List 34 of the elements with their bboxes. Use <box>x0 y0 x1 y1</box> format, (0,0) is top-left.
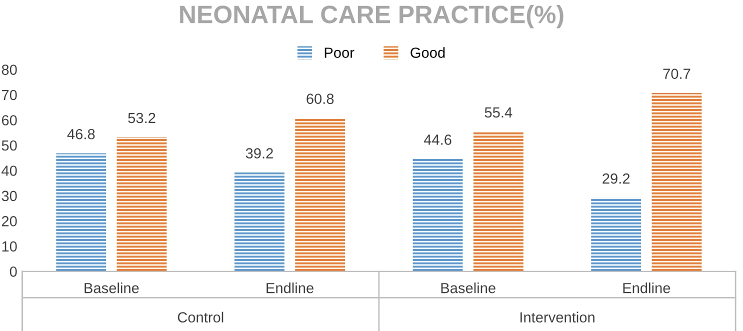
y-tick-label: 80 <box>2 64 17 75</box>
x-tick-label: Baseline <box>441 282 496 294</box>
bar <box>652 92 702 272</box>
bar <box>591 198 642 272</box>
data-label: 70.7 <box>663 68 690 79</box>
data-label: 44.6 <box>424 134 452 145</box>
bar <box>234 172 284 272</box>
bar <box>295 118 346 272</box>
x-tick-label: Endline <box>623 282 670 294</box>
bar <box>116 137 167 272</box>
y-tick-label: 40 <box>2 166 17 176</box>
legend-label: Good <box>410 47 445 58</box>
y-tick-label: 60 <box>2 115 17 126</box>
y-tick-label: 10 <box>2 241 17 252</box>
data-label: 29.2 <box>602 173 630 184</box>
x-tick-label: Baseline <box>84 282 139 294</box>
chart-title: NEONATAL CARE PRACTICE(%) <box>180 4 564 28</box>
legend-label: Poor <box>324 48 354 58</box>
y-tick-label: 0 <box>10 266 17 277</box>
data-label: 46.8 <box>67 128 95 140</box>
y-tick-label: 50 <box>2 140 17 151</box>
data-label: 53.2 <box>128 112 156 124</box>
y-tick-label: 20 <box>2 216 17 226</box>
bar <box>56 153 106 272</box>
x-tick-label: Endline <box>266 282 314 294</box>
y-tick-label: 70 <box>2 90 17 100</box>
y-tick-label: 30 <box>2 190 17 202</box>
data-label: 60.8 <box>306 94 334 104</box>
bar <box>412 158 463 272</box>
data-label: 39.2 <box>246 148 273 158</box>
text: Control <box>178 312 224 323</box>
data-label: 55.4 <box>484 107 512 118</box>
bar <box>473 132 524 272</box>
text: Intervention <box>520 312 594 323</box>
